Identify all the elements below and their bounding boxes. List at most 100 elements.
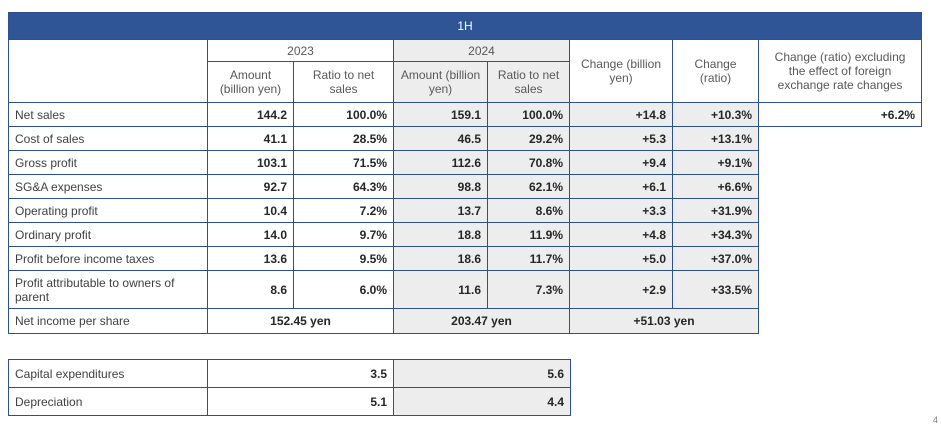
page-number: 4 <box>932 415 938 425</box>
row-label: Depreciation <box>8 387 208 416</box>
empty-cell <box>759 223 922 247</box>
amount-2024: 11.6 <box>393 270 488 309</box>
value-2023: 3.5 <box>207 359 394 388</box>
empty-cell <box>759 175 922 199</box>
amount-2023: 41.1 <box>207 126 294 151</box>
ratio-2023: 7.2% <box>293 198 394 223</box>
ratio-2023: 6.0% <box>293 270 394 309</box>
table-row: Net sales 144.2 100.0% 159.1 100.0% +14.8 +10.… <box>8 102 923 127</box>
change-ratio-header: Change (ratio) <box>672 39 759 103</box>
change-ratio: +9.1% <box>672 150 759 175</box>
eps-row: Net income per share 152.45 yen 203.47 yen… <box>8 308 922 334</box>
amount-2023: 13.6 <box>207 246 294 271</box>
eps-2023: 152.45 yen <box>207 308 394 334</box>
ratio-2023: 9.5% <box>293 246 394 271</box>
table-row: Operating profit 10.4 7.2% 13.7 8.6% +3.3 +31.… <box>8 198 922 223</box>
capex-row: Depreciation 5.1 4.4 <box>8 387 571 416</box>
change-billion: +6.1 <box>569 174 673 199</box>
ratio-2023: 64.3% <box>293 174 394 199</box>
amount-2023: 14.0 <box>207 222 294 247</box>
row-label: SG&A expenses <box>8 174 208 199</box>
period-banner: 1H <box>7 12 923 40</box>
amount-2024: 159.1 <box>393 102 488 127</box>
amount-2024: 112.6 <box>393 150 488 175</box>
ratio-2024: 11.9% <box>487 222 570 247</box>
value-2024: 5.6 <box>393 359 571 388</box>
ratio-2024-header: Ratio to net sales <box>487 61 570 103</box>
change-billion: +3.3 <box>569 198 673 223</box>
amount-2024-header: Amount (billion yen) <box>393 61 488 103</box>
change-ratio: +37.0% <box>672 246 759 271</box>
ratio-2024: 100.0% <box>487 102 570 127</box>
change-billion: +14.8 <box>569 102 673 127</box>
row-label: Profit before income taxes <box>8 246 208 271</box>
row-label: Net sales <box>8 102 208 127</box>
table-row: Profit attributable to owners of parent 8… <box>8 270 922 309</box>
empty-cell <box>759 271 922 309</box>
eps-change: +51.03 yen <box>569 308 759 334</box>
empty-cell <box>759 247 922 271</box>
eps-2024: 203.47 yen <box>393 308 570 334</box>
row-label: Capital expenditures <box>8 359 208 388</box>
change-billion: +5.3 <box>569 126 673 151</box>
ratio-2024: 7.3% <box>487 270 570 309</box>
table-row: Gross profit 103.1 71.5% 112.6 70.8% +9.4 +9.1… <box>8 150 922 175</box>
period-banner-row: 1H <box>7 12 923 40</box>
ratio-2024: 62.1% <box>487 174 570 199</box>
amount-2023: 92.7 <box>207 174 294 199</box>
year-header-row: 2023 2024 Change (billion yen) Change (r… <box>8 39 923 103</box>
row-label: Cost of sales <box>8 126 208 151</box>
ratio-2024: 11.7% <box>487 246 570 271</box>
ratio-2024: 29.2% <box>487 126 570 151</box>
ratio-2023: 9.7% <box>293 222 394 247</box>
amount-2023-header: Amount (billion yen) <box>207 61 294 103</box>
row-label: Operating profit <box>8 198 208 223</box>
change-ratio: +33.5% <box>672 270 759 309</box>
change-billion: +5.0 <box>569 246 673 271</box>
row-label: Net income per share <box>8 308 208 334</box>
table-row: Cost of sales 41.1 28.5% 46.5 29.2% +5.3 +13.1… <box>8 126 922 151</box>
amount-2024: 98.8 <box>393 174 488 199</box>
capex-row: Capital expenditures 3.5 5.6 <box>8 359 571 388</box>
change-excl-fx-header: Change (ratio) excluding the effect of f… <box>757 39 923 103</box>
year-2024-header: 2024 <box>393 39 570 62</box>
capex-table: Capital expenditures 3.5 5.6 Depreciation 5.… <box>8 359 571 416</box>
amount-2024: 18.8 <box>393 222 488 247</box>
change-ratio: +34.3% <box>672 222 759 247</box>
ratio-2024: 8.6% <box>487 198 570 223</box>
change-excl-fx: +6.2% <box>757 102 923 127</box>
amount-2024: 13.7 <box>393 198 488 223</box>
value-2024: 4.4 <box>393 387 571 416</box>
amount-2024: 46.5 <box>393 126 488 151</box>
row-label: Profit attributable to owners of parent <box>8 270 208 309</box>
ratio-2024: 70.8% <box>487 150 570 175</box>
empty-cell <box>759 127 922 151</box>
financial-summary-table: 1H 2023 2024 Change (billion yen) Change… <box>7 12 923 334</box>
change-billion-header: Change (billion yen) <box>569 39 673 103</box>
change-billion: +9.4 <box>569 150 673 175</box>
table-row: Profit before income taxes 13.6 9.5% 18.6 11… <box>8 246 922 271</box>
change-billion: +2.9 <box>569 270 673 309</box>
year-2023-header: 2023 <box>207 39 394 62</box>
change-ratio: +10.3% <box>672 102 759 127</box>
table-row: Ordinary profit 14.0 9.7% 18.8 11.9% +4.8 +34.… <box>8 222 922 247</box>
ratio-2023-header: Ratio to net sales <box>293 61 394 103</box>
empty-cell <box>759 199 922 223</box>
ratio-2023: 71.5% <box>293 150 394 175</box>
amount-2023: 103.1 <box>207 150 294 175</box>
value-2023: 5.1 <box>207 387 394 416</box>
subheader-row: Amount (billion yen) Ratio to net sales … <box>9 61 922 103</box>
row-label: Gross profit <box>8 150 208 175</box>
row-label: Ordinary profit <box>8 222 208 247</box>
change-billion: +4.8 <box>569 222 673 247</box>
amount-2023: 10.4 <box>207 198 294 223</box>
ratio-2023: 100.0% <box>293 102 394 127</box>
amount-2024: 18.6 <box>393 246 488 271</box>
ratio-2023: 28.5% <box>293 126 394 151</box>
empty-cell <box>759 151 922 175</box>
amount-2023: 8.6 <box>207 270 294 309</box>
change-ratio: +13.1% <box>672 126 759 151</box>
amount-2023: 144.2 <box>207 102 294 127</box>
change-ratio: +6.6% <box>672 174 759 199</box>
header-blank-cell <box>8 39 208 103</box>
